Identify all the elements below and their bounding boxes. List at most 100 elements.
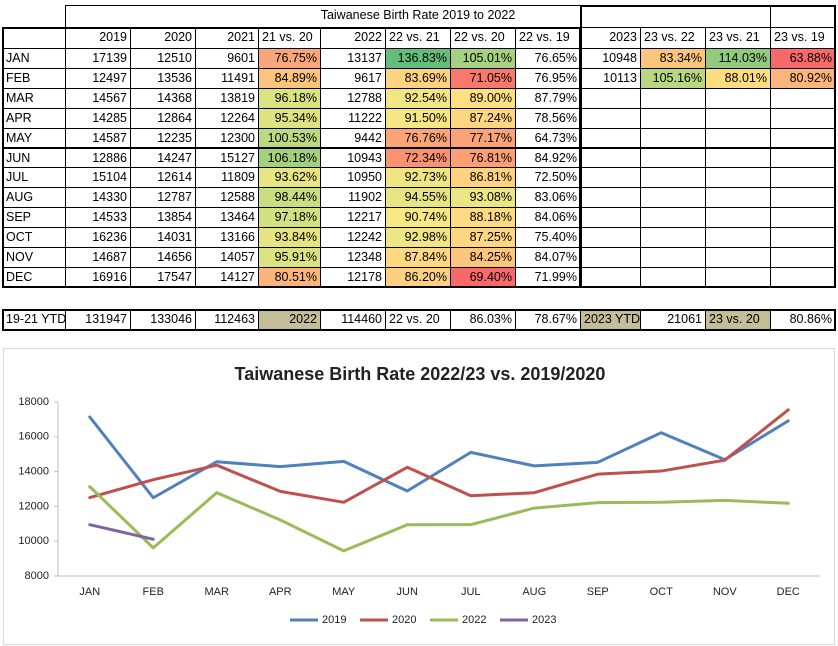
empty-cell <box>705 247 771 268</box>
y-tick-label: 16000 <box>18 431 49 443</box>
table-cell: 114460 <box>320 309 386 331</box>
table-cell: 92.73% <box>385 167 451 189</box>
table-cell: 64.73% <box>515 127 581 149</box>
table-cell: 80.92% <box>770 67 836 89</box>
table-cell: 11222 <box>320 107 386 129</box>
x-tick-label: OCT <box>650 586 674 598</box>
table-cell: FEB <box>2 67 66 89</box>
x-tick-label: MAR <box>205 586 230 598</box>
empty-cell <box>640 167 706 189</box>
empty-cell <box>580 247 641 268</box>
table-cell: 14330 <box>65 187 131 209</box>
table-cell: 80.51% <box>258 266 321 288</box>
table-cell: 93.08% <box>450 187 516 209</box>
table-cell: 23 vs. 22 <box>640 27 706 49</box>
table-cell: 76.81% <box>450 147 516 169</box>
empty-cell <box>640 266 706 288</box>
table-cell: 23 vs. 19 <box>770 27 836 49</box>
table-cell: 12788 <box>320 87 386 109</box>
table-cell: 22 vs. 19 <box>515 27 581 49</box>
table-cell: 91.50% <box>385 107 451 129</box>
x-tick-label: FEB <box>143 586 164 598</box>
table-cell: 133046 <box>130 309 196 331</box>
table-cell: 2021 <box>195 27 259 49</box>
table-cell: 94.55% <box>385 187 451 209</box>
table-cell: 76.76% <box>385 127 451 149</box>
table-cell: 89.00% <box>450 87 516 109</box>
table-cell: 14057 <box>195 247 259 268</box>
table-cell: 86.20% <box>385 266 451 288</box>
empty-cell <box>770 207 836 229</box>
table-cell: 95.91% <box>258 247 321 268</box>
table-cell: 13854 <box>130 207 196 229</box>
x-tick-label: SEP <box>587 586 609 598</box>
x-tick-label: NOV <box>713 586 738 598</box>
table-cell: 13464 <box>195 207 259 229</box>
table-cell: 2022 <box>320 27 386 49</box>
table-cell: 2023 YTD <box>580 309 641 331</box>
table-cell: 76.75% <box>258 48 321 69</box>
y-tick-label: 12000 <box>18 500 49 512</box>
table-cell: 88.18% <box>450 207 516 229</box>
empty-cell <box>580 187 641 209</box>
table-cell: 14031 <box>130 227 196 248</box>
y-tick-label: 8000 <box>25 570 49 582</box>
table-cell: 9617 <box>320 67 386 89</box>
table-cell: 19-21 YTD <box>2 309 66 331</box>
empty-cell <box>640 187 706 209</box>
table-cell: 21061 <box>640 309 706 331</box>
empty-cell <box>705 167 771 189</box>
table-cell: 63.88% <box>770 48 836 69</box>
table-cell: 14567 <box>65 87 131 109</box>
table-cell: 92.54% <box>385 87 451 109</box>
table-cell: 12348 <box>320 247 386 268</box>
table-cell: 112463 <box>195 309 259 331</box>
empty-cell <box>770 107 836 129</box>
x-tick-label: DEC <box>777 586 800 598</box>
table-cell: 12497 <box>65 67 131 89</box>
empty-cell <box>705 227 771 248</box>
table-cell: 12787 <box>130 187 196 209</box>
empty-cell <box>705 107 771 129</box>
table-cell: 97.18% <box>258 207 321 229</box>
table-cell: 84.92% <box>515 147 581 169</box>
table-cell: 93.62% <box>258 167 321 189</box>
table-cell: 14285 <box>65 107 131 129</box>
table-cell: 84.89% <box>258 67 321 89</box>
legend-label: 2022 <box>462 614 486 626</box>
chart-title: Taiwanese Birth Rate 2022/23 vs. 2019/20… <box>235 364 606 384</box>
table-cell: 69.40% <box>450 266 516 288</box>
table-cell: JAN <box>2 48 66 69</box>
table-cell: 75.40% <box>515 227 581 248</box>
table-cell: 84.06% <box>515 207 581 229</box>
table-cell: OCT <box>2 227 66 248</box>
table-cell: NOV <box>2 247 66 268</box>
table-cell: 13819 <box>195 87 259 109</box>
y-tick-label: 10000 <box>18 535 49 547</box>
table-cell: 90.74% <box>385 207 451 229</box>
table-cell: 10943 <box>320 147 386 169</box>
empty-cell <box>705 87 771 109</box>
empty-cell <box>640 227 706 248</box>
empty-cell <box>580 207 641 229</box>
table-cell: 80.86% <box>770 309 836 331</box>
table-cell: 2020 <box>130 27 196 49</box>
series-line <box>88 485 790 553</box>
table-cell: 21 vs. 20 <box>258 27 321 49</box>
table-cell: 13536 <box>130 67 196 89</box>
table-cell: 14687 <box>65 247 131 268</box>
empty-cell <box>705 147 771 169</box>
table-cell: 71.05% <box>450 67 516 89</box>
table-cell: 83.06% <box>515 187 581 209</box>
table-cell: 105.16% <box>640 67 706 89</box>
legend-label: 2020 <box>392 614 416 626</box>
empty-cell <box>770 227 836 248</box>
table-cell: 23 vs. 20 <box>705 309 771 331</box>
x-tick-label: JUN <box>397 586 418 598</box>
empty-cell <box>705 207 771 229</box>
empty-cell <box>640 207 706 229</box>
table-cell: SEP <box>2 207 66 229</box>
table-cell: 14587 <box>65 127 131 149</box>
legend-label: 2019 <box>322 614 346 626</box>
empty-cell <box>770 247 836 268</box>
